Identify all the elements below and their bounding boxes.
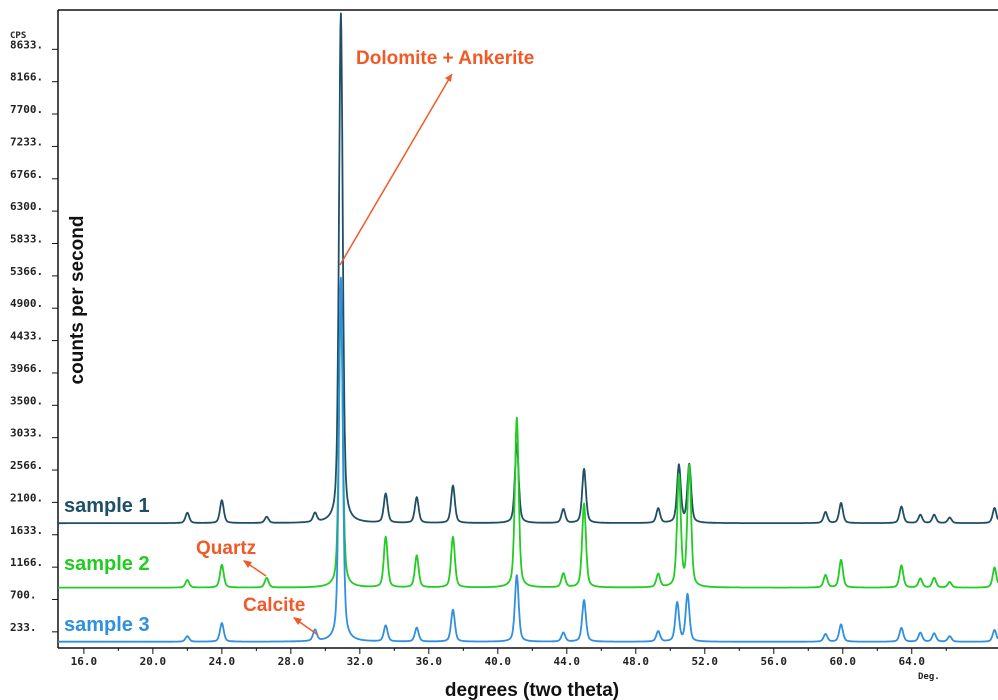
series-line-sample-1: [57, 12, 998, 525]
annotation-quartz: Quartz: [196, 538, 256, 559]
y-tick-label: 8166.: [10, 71, 43, 84]
x-tick-label: 40.0: [485, 655, 512, 668]
y-tick-marks: [52, 48, 58, 633]
axes-group: [57, 9, 998, 649]
x-tick-marks: [83, 648, 947, 654]
x-tick-label: 20.0: [140, 655, 167, 668]
y-tick-label: 6766.: [10, 168, 43, 181]
y-tick-label: 1166.: [10, 556, 43, 569]
x-axis-title: degrees (two theta): [445, 680, 619, 700]
y-unit-label: CPS: [10, 31, 26, 41]
x-tick-label: 32.0: [347, 655, 374, 668]
series-lines: [57, 12, 998, 643]
series-label-sample-1: sample 1: [64, 495, 150, 517]
x-tick-label: 48.0: [623, 655, 650, 668]
y-tick-label: 7233.: [10, 135, 43, 148]
x-tick-label: 52.0: [692, 655, 719, 668]
x-tick-label: 64.0: [899, 655, 926, 668]
y-tick-label: 700.: [10, 588, 37, 601]
series-label-sample-2: sample 2: [64, 553, 150, 575]
y-tick-label: 2566.: [10, 459, 43, 472]
y-tick-label: 7700.: [10, 103, 43, 116]
series-line-sample-3: [57, 276, 998, 643]
x-tick-label: 56.0: [761, 655, 788, 668]
y-tick-label: 3033.: [10, 427, 43, 440]
y-tick-label: 5833.: [10, 232, 43, 245]
series-line-sample-2: [57, 295, 998, 589]
y-tick-label: 4433.: [10, 330, 43, 343]
y-tick-label: 233.: [10, 621, 37, 634]
annotation-arrowhead-quartz: [243, 560, 252, 568]
annotation-calcite: Calcite: [243, 595, 305, 616]
x-tick-label: 28.0: [278, 655, 305, 668]
x-tick-label: 36.0: [416, 655, 443, 668]
annotation-arrow-dolomite: [339, 73, 453, 266]
y-tick-label: 8633.: [10, 38, 43, 51]
y-tick-label: 3966.: [10, 362, 43, 375]
y-tick-label: 6300.: [10, 200, 43, 213]
x-unit-label: Deg.: [918, 672, 940, 682]
annotations-group: Dolomite + Ankerite Quartz Calcite: [196, 48, 534, 636]
y-tick-label: 4900.: [10, 297, 43, 310]
y-tick-label: 1633.: [10, 524, 43, 537]
x-tick-label: 16.0: [71, 655, 98, 668]
y-tick-label: 3500.: [10, 394, 43, 407]
y-tick-labels: 8633. 8166. 7700. 7233. 6766. 6300. 5833. 5366.…: [10, 38, 43, 634]
y-axis-title: counts per second: [67, 216, 88, 385]
annotation-dolomite-ankerite: Dolomite + Ankerite: [356, 48, 534, 69]
x-tick-label: 24.0: [209, 655, 236, 668]
y-tick-label: 2100.: [10, 491, 43, 504]
x-tick-label: 60.0: [830, 655, 857, 668]
x-tick-labels: 16.0 20.0 24.0 28.0 32.0 36.0 40.0 44.0 48.0 52.0…: [71, 655, 925, 668]
series-label-sample-3: sample 3: [64, 614, 150, 636]
annotation-arrowhead-calcite: [293, 617, 302, 625]
y-tick-label: 5366.: [10, 265, 43, 278]
x-tick-label: 44.0: [554, 655, 581, 668]
annotation-arrowhead-dolomite: [445, 74, 452, 82]
